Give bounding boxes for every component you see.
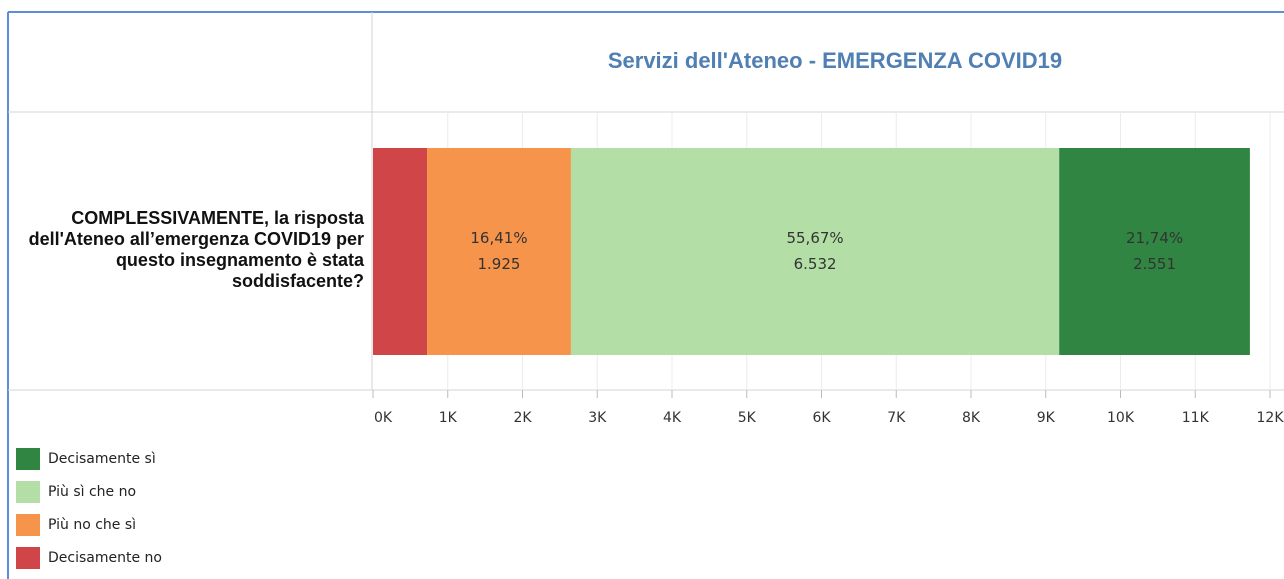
percent-label: 16,41% [470,229,527,247]
category-label: COMPLESSIVAMENTE, la risposta dell'Atene… [28,208,364,291]
legend-swatch [16,481,40,503]
bar-segment [1059,148,1250,355]
legend-label: Più sì che no [48,484,136,500]
x-tick-label: 3K [588,410,607,426]
percent-label: 55,67% [786,229,843,247]
x-tick-label: 2K [513,410,532,426]
percent-label: 21,74% [1126,229,1183,247]
x-tick-label: 6K [812,410,831,426]
value-label: 2.551 [1133,255,1176,273]
x-tick-label: 10K [1107,410,1135,426]
bar-segment [427,148,571,355]
x-tick-label: 1K [439,410,458,426]
value-label: 1.925 [478,255,521,273]
x-tick-label: 5K [738,410,757,426]
x-tick-label: 7K [887,410,906,426]
x-tick-label: 8K [962,410,981,426]
legend-swatch [16,514,40,536]
x-tick-label: 11K [1182,410,1210,426]
x-tick-label: 12K [1257,410,1284,426]
legend-label: Più no che sì [48,517,136,533]
legend-label: Decisamente no [48,550,162,566]
legend-label: Decisamente sì [48,451,156,467]
x-tick-label: 0K [374,410,393,426]
bar-segment [570,148,1060,355]
value-label: 6.532 [794,255,837,273]
bar-segment [373,148,428,355]
chart-title: Servizi dell'Ateneo - EMERGENZA COVID19 [608,48,1062,73]
legend-swatch [16,448,40,470]
legend-swatch [16,547,40,569]
x-tick-label: 9K [1037,410,1056,426]
x-tick-label: 4K [663,410,682,426]
